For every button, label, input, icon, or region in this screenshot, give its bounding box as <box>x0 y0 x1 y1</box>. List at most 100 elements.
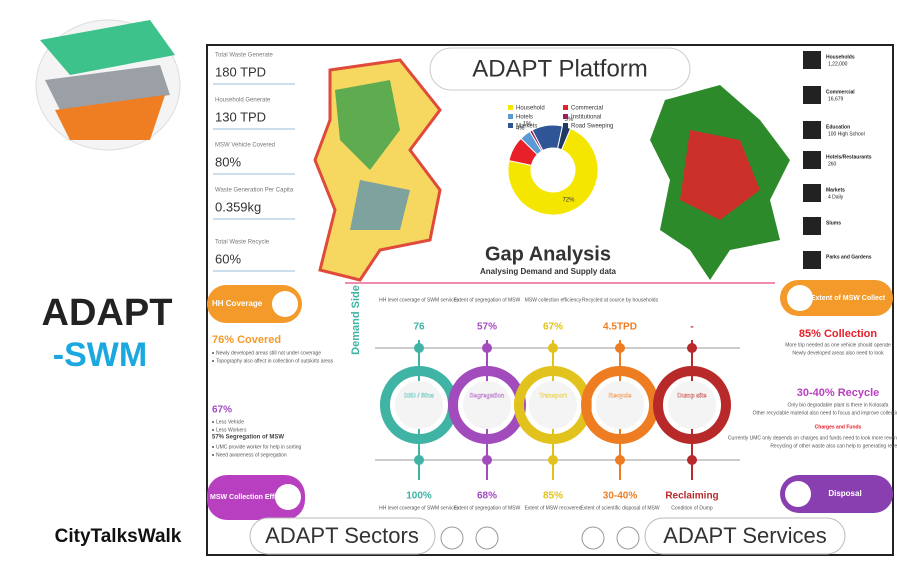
metric-value: 180 TPD <box>215 64 266 79</box>
collection-icon <box>275 484 301 510</box>
bullet <box>212 446 214 448</box>
legend-swatch <box>563 114 568 119</box>
sector-name: Households <box>826 54 855 60</box>
sectors: ADAPT Sectors <box>265 523 419 548</box>
sector-name: Hotels/Restaurants <box>826 154 872 160</box>
stage-supply-label: Condition of Dump <box>671 505 713 511</box>
services-pill[interactable] <box>644 517 846 555</box>
stage-supply-label: Extent of segregation of MSW <box>454 505 521 511</box>
covered: 76% Covered <box>212 334 281 346</box>
note: More trip needed as one vehicle should o… <box>785 342 891 348</box>
metric-label: Total Waste Recycle <box>215 240 270 246</box>
sector-icon <box>803 151 821 169</box>
metric-value: 60% <box>215 251 241 266</box>
note: Less Workers <box>216 427 247 433</box>
sector-icon <box>803 121 821 139</box>
stage-supply-value: 85% <box>543 491 563 502</box>
donut-label: 1% <box>523 121 532 127</box>
sector-name: Slums <box>826 220 841 226</box>
collection-right: 85% Collection <box>799 328 878 340</box>
metric-value: 130 TPD <box>215 109 266 124</box>
hh-coverage: HH Coverage <box>212 299 263 308</box>
stage-dot <box>548 455 558 465</box>
disposal-pill[interactable] <box>780 475 893 513</box>
stage-dot <box>687 343 697 353</box>
note: Recycling of other waste also can help t… <box>770 443 897 449</box>
metric-value: 0.359kg <box>215 199 261 214</box>
stage-dot <box>482 343 492 353</box>
legend-label: Commercial <box>571 106 603 112</box>
note: Only bio degradable plant is there in Ko… <box>788 402 889 408</box>
gap-title: Gap Analysis <box>485 243 611 265</box>
note: Newly developed areas also need to look <box>792 350 884 356</box>
sectors-pill[interactable] <box>249 517 436 555</box>
stage-disc <box>395 381 443 429</box>
brand-suffix: -SWM <box>53 336 147 374</box>
legend-label: Institutional <box>571 115 601 121</box>
sector-icon <box>803 251 821 269</box>
stage-supply-label: HH level coverage of SWM services <box>379 505 459 511</box>
sector-detail: 4 Daily <box>828 194 844 200</box>
sector-name: Education <box>826 124 850 130</box>
bullet <box>212 360 214 362</box>
nav-dot[interactable] <box>475 526 499 550</box>
bullet <box>212 429 214 431</box>
stage-demand-label: Extent of segregation of MSW <box>454 297 521 303</box>
stage-dot <box>687 455 697 465</box>
legend-label: Household <box>516 106 545 112</box>
legend-swatch <box>508 123 513 128</box>
page-title: ADAPT Platform <box>472 55 648 82</box>
stage-disc <box>529 381 577 429</box>
bullet <box>212 352 214 354</box>
city-map <box>313 58 442 282</box>
stage-dot <box>615 343 625 353</box>
sector-detail: 260 <box>828 161 837 167</box>
stage-disc <box>463 381 511 429</box>
nav-dot[interactable] <box>581 526 605 550</box>
legend-swatch <box>508 105 513 110</box>
stage-disc <box>668 381 716 429</box>
services: ADAPT Services <box>663 523 826 548</box>
bullet <box>212 454 214 456</box>
stage-demand-label: MSW collection efficiency <box>525 297 582 303</box>
efficiency: 67% <box>212 405 232 416</box>
metric-label: Household Generate <box>215 98 271 104</box>
stage-dot <box>482 455 492 465</box>
stage-name: Recycle <box>609 394 632 400</box>
stage-supply-value: 100% <box>406 491 432 502</box>
stage-ring <box>653 366 731 444</box>
legend-label: Road Sweeping <box>571 124 613 130</box>
collection-pill[interactable] <box>207 475 305 520</box>
sector-icon <box>803 184 821 202</box>
nav-dot[interactable] <box>440 526 464 550</box>
stage-dot <box>414 455 424 465</box>
stage-demand-value: 76 <box>413 322 425 333</box>
segregation: 57% Segregation of MSW <box>212 435 284 441</box>
demand-label: Demand Side <box>350 285 362 355</box>
legend-label: Markets <box>516 124 537 130</box>
sector-name: Commercial <box>826 89 855 95</box>
sector-detail: 16,679 <box>828 96 844 102</box>
collection: MSW Collection Efficiency <box>210 494 298 501</box>
extent: Extent of MSW Collect <box>811 295 886 302</box>
recycle: 30-40% Recycle <box>797 387 880 399</box>
note: Topography also affect in collection of … <box>216 358 334 364</box>
stage-demand-value: 67% <box>543 322 563 333</box>
sector-icon <box>803 51 821 69</box>
stage-dot <box>548 343 558 353</box>
stage-dot <box>414 343 424 353</box>
stage-name: Dump site <box>677 394 707 400</box>
note: Newly developed areas still not under co… <box>216 350 321 356</box>
brand-name: ADAPT <box>42 292 173 334</box>
stage-demand-label: Recycled at source by households <box>582 297 659 303</box>
district-map <box>650 85 790 280</box>
sector-name: Parks and Gardens <box>826 254 872 260</box>
stage-dot <box>615 455 625 465</box>
bullet <box>212 421 214 423</box>
hh-icon <box>272 291 298 317</box>
stage-supply-label: Extent of MSW recovered <box>525 505 582 511</box>
nav-dot[interactable] <box>616 526 640 550</box>
note: Less Vehicle <box>216 419 244 425</box>
stage-name: Transport <box>539 394 567 400</box>
sector-name: Markets <box>826 187 845 193</box>
